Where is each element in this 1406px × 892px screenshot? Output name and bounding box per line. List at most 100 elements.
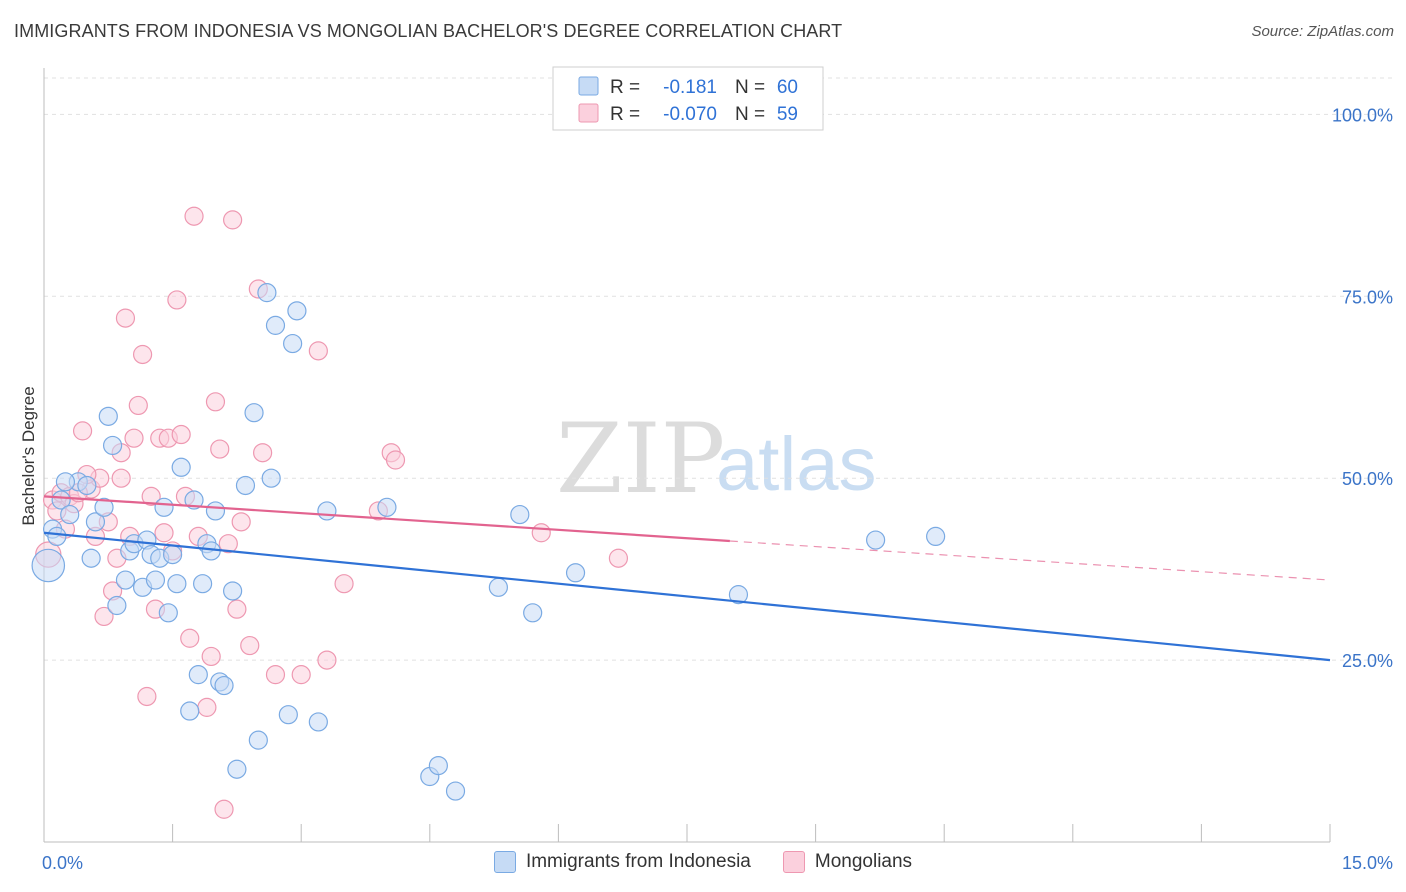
- indonesia-point: [227, 759, 247, 779]
- legend-pink-n-label: N =: [735, 104, 765, 125]
- tick-labels: 25.0% 50.0% 75.0% 100.0% 0.0% 15.0%: [42, 105, 1393, 873]
- watermark-atlas: atlas: [716, 422, 877, 507]
- mongolians-point: [141, 486, 161, 506]
- trend-lines: [43, 495, 1331, 662]
- indonesia-point: [317, 501, 337, 521]
- watermark-zip: ZIP: [556, 403, 725, 515]
- indonesia-point: [81, 548, 101, 568]
- mongolians-point: [132, 344, 153, 365]
- chart-title: IMMIGRANTS FROM INDONESIA VS MONGOLIAN B…: [14, 21, 843, 41]
- legend-pink-r-value: -0.070: [663, 104, 717, 125]
- mongolians-point: [201, 646, 221, 667]
- mongolians-point: [72, 421, 93, 441]
- mongolians-point: [334, 574, 354, 594]
- indonesia-point: [257, 283, 277, 303]
- mongolians-point: [218, 534, 238, 554]
- indonesia-point: [167, 574, 187, 594]
- indonesia-point: [428, 755, 448, 776]
- legend-blue-swatch: [578, 76, 599, 96]
- mongolians-point: [231, 512, 251, 532]
- y-tick-label: 25.0%: [1342, 651, 1393, 671]
- y-tick-label: 75.0%: [1342, 287, 1393, 307]
- indonesia-point: [94, 497, 114, 517]
- mongolians-point: [94, 606, 114, 627]
- mongolians-point: [128, 395, 148, 416]
- source-label: Source: ZipAtlas.com: [1251, 23, 1394, 40]
- indonesia-point: [184, 490, 204, 510]
- mongolians-point: [154, 523, 174, 543]
- mongolians-point: [223, 210, 243, 230]
- indonesia-point: [60, 504, 80, 525]
- mongolians-point: [124, 428, 144, 448]
- indonesia-point: [171, 457, 191, 477]
- legend-pink-swatch: [578, 103, 599, 123]
- mongolians-point: [317, 650, 337, 670]
- legend-swatch-indonesia: [493, 851, 516, 873]
- mongolians-point: [227, 599, 247, 619]
- indonesia-point: [115, 570, 136, 590]
- mongolians-point: [167, 290, 187, 310]
- x-tick-label: 15.0%: [1342, 853, 1393, 873]
- indonesia-point: [85, 512, 106, 532]
- legend-swatch-mongolians: [782, 851, 805, 873]
- mongolians-point: [291, 665, 311, 685]
- stats-legend: R = -0.181 N = 60 R = -0.070 N = 59: [552, 66, 824, 131]
- indonesia-point: [107, 595, 127, 616]
- legend-pink-r-label: R =: [610, 104, 640, 125]
- indonesia-point: [488, 577, 508, 597]
- axes: [43, 68, 1331, 843]
- mongolians-point: [171, 424, 191, 445]
- indonesia-point: [926, 526, 946, 547]
- indonesia-point: [377, 497, 397, 517]
- indonesia-point: [77, 475, 97, 496]
- indonesia-point: [265, 315, 286, 335]
- indonesia-point: [51, 490, 71, 510]
- mongolians-point: [210, 439, 230, 459]
- indonesia-point: [193, 574, 213, 594]
- indonesia-point: [214, 675, 234, 696]
- mongolians-point: [137, 686, 157, 707]
- indonesia-point: [154, 497, 174, 517]
- indonesia-point: [283, 333, 303, 354]
- indonesia-points: [31, 283, 946, 801]
- mongolians-point: [197, 697, 217, 717]
- indonesia-point: [287, 301, 307, 321]
- y-axis-label: Bachelor's Degree: [19, 386, 38, 525]
- mongolians-trend-line: [43, 495, 730, 543]
- mongolians-point: [265, 665, 286, 685]
- indonesia-point: [180, 701, 200, 721]
- legend-item-indonesia: Immigrants from Indonesia: [493, 851, 751, 873]
- mongolians-point: [180, 628, 200, 648]
- legend-label-mongolians: Mongolians: [814, 851, 913, 872]
- indonesia-point: [223, 581, 243, 601]
- indonesia-point: [728, 585, 749, 605]
- y-tick-label: 100.0%: [1332, 105, 1393, 125]
- legend-blue-r-label: R =: [610, 77, 640, 98]
- indonesia-point: [47, 526, 67, 547]
- indonesia-point: [205, 501, 226, 521]
- indonesia-point: [55, 472, 76, 492]
- indonesia-point: [163, 544, 183, 565]
- mongolians-point: [608, 548, 629, 568]
- legend-label-indonesia: Immigrants from Indonesia: [525, 851, 751, 872]
- indonesia-point: [308, 712, 328, 732]
- indonesia-point: [98, 406, 118, 426]
- indonesia-point: [278, 705, 298, 725]
- mongolians-point: [115, 308, 136, 328]
- indonesia-point: [145, 570, 166, 590]
- mongolians-point: [214, 799, 234, 819]
- legend-pink-n-value: 59: [777, 104, 798, 125]
- gridlines: [44, 77, 1392, 661]
- legend-item-mongolians: Mongolians: [782, 851, 913, 873]
- legend-blue-n-value: 60: [777, 77, 798, 98]
- indonesia-trend-line: [43, 531, 1331, 662]
- mongolians-point: [253, 443, 273, 463]
- indonesia-point: [31, 548, 66, 583]
- mongolians-point: [308, 341, 328, 361]
- indonesia-point: [261, 468, 281, 488]
- mongolians-point: [205, 392, 226, 412]
- indonesia-point: [445, 781, 466, 801]
- mongolians-point: [111, 468, 131, 488]
- legend-blue-r-value: -0.181: [663, 77, 717, 98]
